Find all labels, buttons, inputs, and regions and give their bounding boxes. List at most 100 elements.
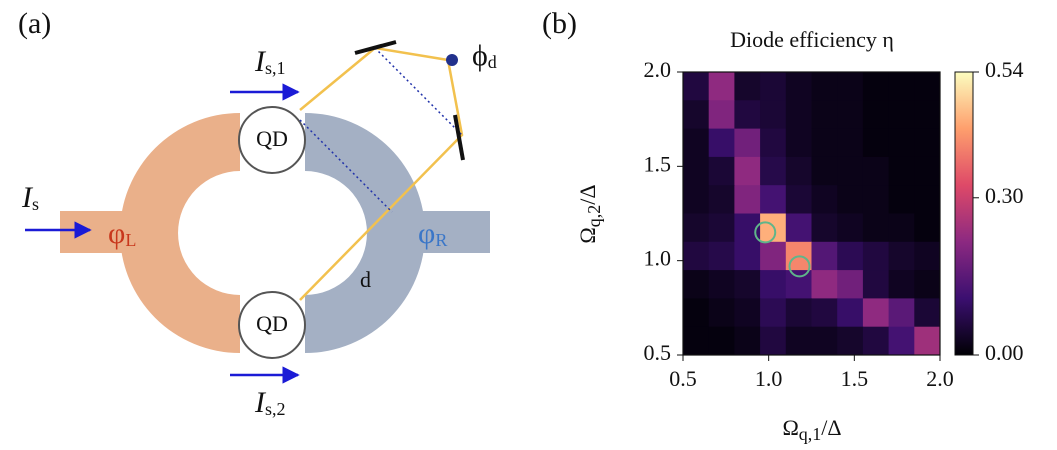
heatmap-cell — [811, 270, 838, 299]
heatmap-cell — [785, 326, 812, 356]
heatmap-cell — [708, 72, 735, 101]
heatmap-cell — [760, 72, 787, 101]
heatmap-cell — [888, 241, 915, 271]
phase-source — [446, 54, 458, 66]
highlight-marker — [754, 221, 777, 244]
colorbar-tick-label: 0.00 — [985, 340, 1024, 365]
heatmap-cell — [862, 270, 890, 299]
heatmap-cell — [785, 185, 812, 214]
colorbar-tick-label: 0.54 — [985, 57, 1024, 82]
left-lead — [60, 211, 130, 253]
heatmap-cell — [888, 298, 915, 328]
chart-title: Diode efficiency η — [730, 27, 894, 52]
heatmap-cell — [862, 326, 890, 356]
heatmap-cell — [683, 270, 710, 299]
heatmap-cell — [811, 213, 838, 243]
colorbar-tick-label: 0.30 — [985, 183, 1024, 208]
mirror — [354, 40, 397, 55]
heatmap-cell — [862, 72, 890, 101]
heatmap-cell — [862, 128, 890, 158]
heatmap-cell — [760, 156, 787, 186]
heatmap-cell — [811, 100, 838, 130]
heatmap-cell — [914, 213, 941, 243]
qd-label: QD — [256, 311, 288, 336]
heatmap-cell — [837, 128, 864, 158]
heatmap-cell — [683, 185, 710, 214]
heatmap-cell — [837, 270, 864, 299]
right-island — [305, 113, 425, 353]
heatmap-cell — [708, 128, 735, 158]
heatmap-cell — [683, 241, 710, 271]
heatmap-cell — [734, 298, 761, 328]
heatmap-cell — [708, 213, 735, 243]
x-axis-label: Ωq,1/Δ — [782, 415, 841, 444]
heatmap-cell — [683, 298, 710, 328]
heatmap: 0.5 1.0 1.5 2.0 0.5 1.0 1.5 2.0 0.00 0.30 0.54 — [644, 57, 1024, 391]
heatmap-cell — [862, 156, 890, 186]
quantum-dot — [238, 106, 306, 174]
heatmap-cell — [914, 298, 941, 328]
heatmap-cell — [785, 213, 812, 243]
heatmap-cell — [708, 100, 735, 130]
heatmap-cell — [683, 72, 710, 101]
heatmap-cell — [734, 156, 761, 186]
colorbar — [954, 71, 974, 356]
heatmap-cell — [914, 241, 941, 271]
heatmap-cell — [862, 100, 890, 130]
heatmap-cell — [914, 326, 941, 356]
heatmap-cell — [811, 185, 838, 214]
dotted-line — [374, 47, 463, 136]
phase-label: ϕd — [472, 39, 497, 72]
heatmap-cell — [888, 213, 915, 243]
heatmap-cell — [837, 213, 864, 243]
phase-label: φL — [108, 217, 136, 250]
heatmap-cell — [888, 326, 915, 356]
heatmap-cell — [837, 156, 864, 186]
heatmap-cell — [914, 72, 941, 101]
heatmap-cell — [837, 100, 864, 130]
distance-label: d — [360, 267, 371, 292]
heatmap-cell — [862, 241, 890, 271]
heatmap-cell — [734, 72, 761, 101]
plot-frame — [682, 71, 941, 356]
panel-label: (b) — [542, 7, 577, 40]
heatmap-cell — [785, 298, 812, 328]
heatmap-cell — [734, 100, 761, 130]
heatmap-cell — [837, 241, 864, 271]
mirror — [453, 114, 465, 161]
quantum-dot — [238, 291, 306, 359]
y-tick-label: 1.0 — [644, 246, 672, 271]
heatmap-cell — [888, 72, 915, 101]
heatmap-cell — [888, 185, 915, 214]
panel-label: (a) — [18, 7, 51, 40]
current-label: Is,2 — [254, 386, 286, 419]
heatmap-cell — [683, 213, 710, 243]
heatmap-cell — [811, 72, 838, 101]
heatmap-cell — [760, 128, 787, 158]
heatmap-cell — [708, 156, 735, 186]
heatmap-cell — [760, 185, 787, 214]
heatmap-cell — [760, 270, 787, 299]
heatmap-cell — [734, 241, 761, 271]
y-tick-label: 0.5 — [644, 340, 672, 365]
dotted-line — [299, 119, 393, 213]
heatmap-cell — [811, 128, 838, 158]
heatmap-cell — [914, 156, 941, 186]
heatmap-cell — [683, 128, 710, 158]
heatmap-cell — [888, 100, 915, 130]
y-tick-label: 1.5 — [644, 151, 672, 176]
x-tick-label: 0.5 — [669, 366, 697, 391]
heatmap-cell — [785, 156, 812, 186]
left-island — [120, 113, 240, 353]
heatmap-cell — [785, 128, 812, 158]
heatmap-cell — [862, 185, 890, 214]
heatmap-cell — [734, 270, 761, 299]
heatmap-cell — [760, 241, 787, 271]
heatmap-cell — [862, 298, 890, 328]
heatmap-cell — [888, 270, 915, 299]
heatmap-cell — [811, 156, 838, 186]
heatmap-cell — [888, 128, 915, 158]
heatmap-cell — [708, 326, 735, 356]
qd-label: QD — [256, 126, 288, 151]
